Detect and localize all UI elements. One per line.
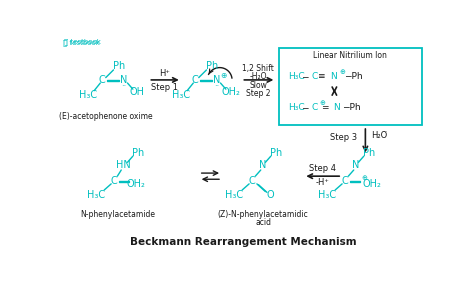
Text: -H⁺: -H⁺: [316, 178, 330, 187]
Text: acid: acid: [255, 218, 271, 227]
Text: OH: OH: [129, 87, 144, 97]
Text: =: =: [321, 103, 329, 112]
Text: Linear Nitrilium Ion: Linear Nitrilium Ion: [313, 51, 387, 60]
Text: H₃C: H₃C: [87, 190, 105, 200]
Text: 🔖 testbook: 🔖 testbook: [63, 40, 100, 46]
Text: C: C: [311, 103, 318, 112]
Text: OH₂: OH₂: [222, 87, 241, 97]
Text: Beckmann Rearrangement Mechanism: Beckmann Rearrangement Mechanism: [129, 237, 356, 247]
Text: H⁺: H⁺: [159, 69, 170, 78]
Text: ··: ··: [121, 82, 126, 91]
Text: Ph: Ph: [113, 61, 125, 71]
Text: ⊕: ⊕: [362, 175, 367, 182]
Text: HN: HN: [116, 160, 131, 170]
Text: O: O: [266, 190, 274, 200]
Text: Ph: Ph: [363, 148, 375, 158]
Text: −Ph: −Ph: [342, 103, 361, 112]
Text: C: C: [99, 75, 105, 85]
Text: C: C: [111, 176, 118, 186]
Text: N: N: [213, 75, 220, 85]
Text: Ph: Ph: [270, 148, 283, 158]
Text: Step 4: Step 4: [309, 164, 336, 173]
Text: H₃C: H₃C: [225, 190, 243, 200]
Text: Step 3: Step 3: [330, 133, 357, 142]
Text: N: N: [120, 75, 127, 85]
Text: 1,2 Shift: 1,2 Shift: [243, 64, 274, 73]
Text: Ph: Ph: [132, 148, 145, 158]
Text: H₃C: H₃C: [172, 90, 190, 100]
Text: −: −: [301, 103, 309, 112]
Text: −Ph: −Ph: [344, 72, 362, 81]
Text: OH₂: OH₂: [127, 179, 146, 189]
Text: ··: ··: [214, 82, 219, 91]
Text: Ph: Ph: [206, 61, 218, 71]
Text: ⊕: ⊕: [340, 69, 346, 75]
Text: H₂Ö: H₂Ö: [371, 131, 387, 140]
Text: H₃C: H₃C: [318, 190, 336, 200]
Text: H₃C: H₃C: [288, 103, 304, 112]
Text: C: C: [311, 72, 318, 81]
Text: N: N: [352, 160, 360, 170]
Text: ≡: ≡: [317, 72, 324, 81]
Text: −: −: [301, 72, 309, 81]
Text: Slow: Slow: [249, 81, 267, 90]
Text: 🔖 testbook: 🔖 testbook: [64, 38, 101, 45]
Text: N-phenylacetamide: N-phenylacetamide: [80, 210, 155, 219]
Text: -H₂O: -H₂O: [250, 72, 267, 81]
Text: H₃C: H₃C: [288, 72, 304, 81]
Text: Step 2: Step 2: [246, 89, 271, 98]
Text: C: C: [342, 176, 348, 186]
Text: (Z)-N-phenylacetamidic: (Z)-N-phenylacetamidic: [218, 210, 309, 219]
Text: C: C: [191, 75, 198, 85]
Text: N: N: [330, 72, 337, 81]
Text: ⊕: ⊕: [319, 100, 325, 106]
Text: N: N: [259, 160, 267, 170]
FancyBboxPatch shape: [279, 47, 422, 124]
Text: (E)-acetophenone oxime: (E)-acetophenone oxime: [59, 112, 153, 121]
Text: ⊕: ⊕: [220, 71, 227, 80]
Text: OH₂: OH₂: [362, 179, 381, 189]
Text: C: C: [249, 176, 255, 186]
Text: H₃C: H₃C: [79, 90, 97, 100]
Text: N: N: [333, 103, 339, 112]
Text: Step 1: Step 1: [151, 83, 178, 92]
